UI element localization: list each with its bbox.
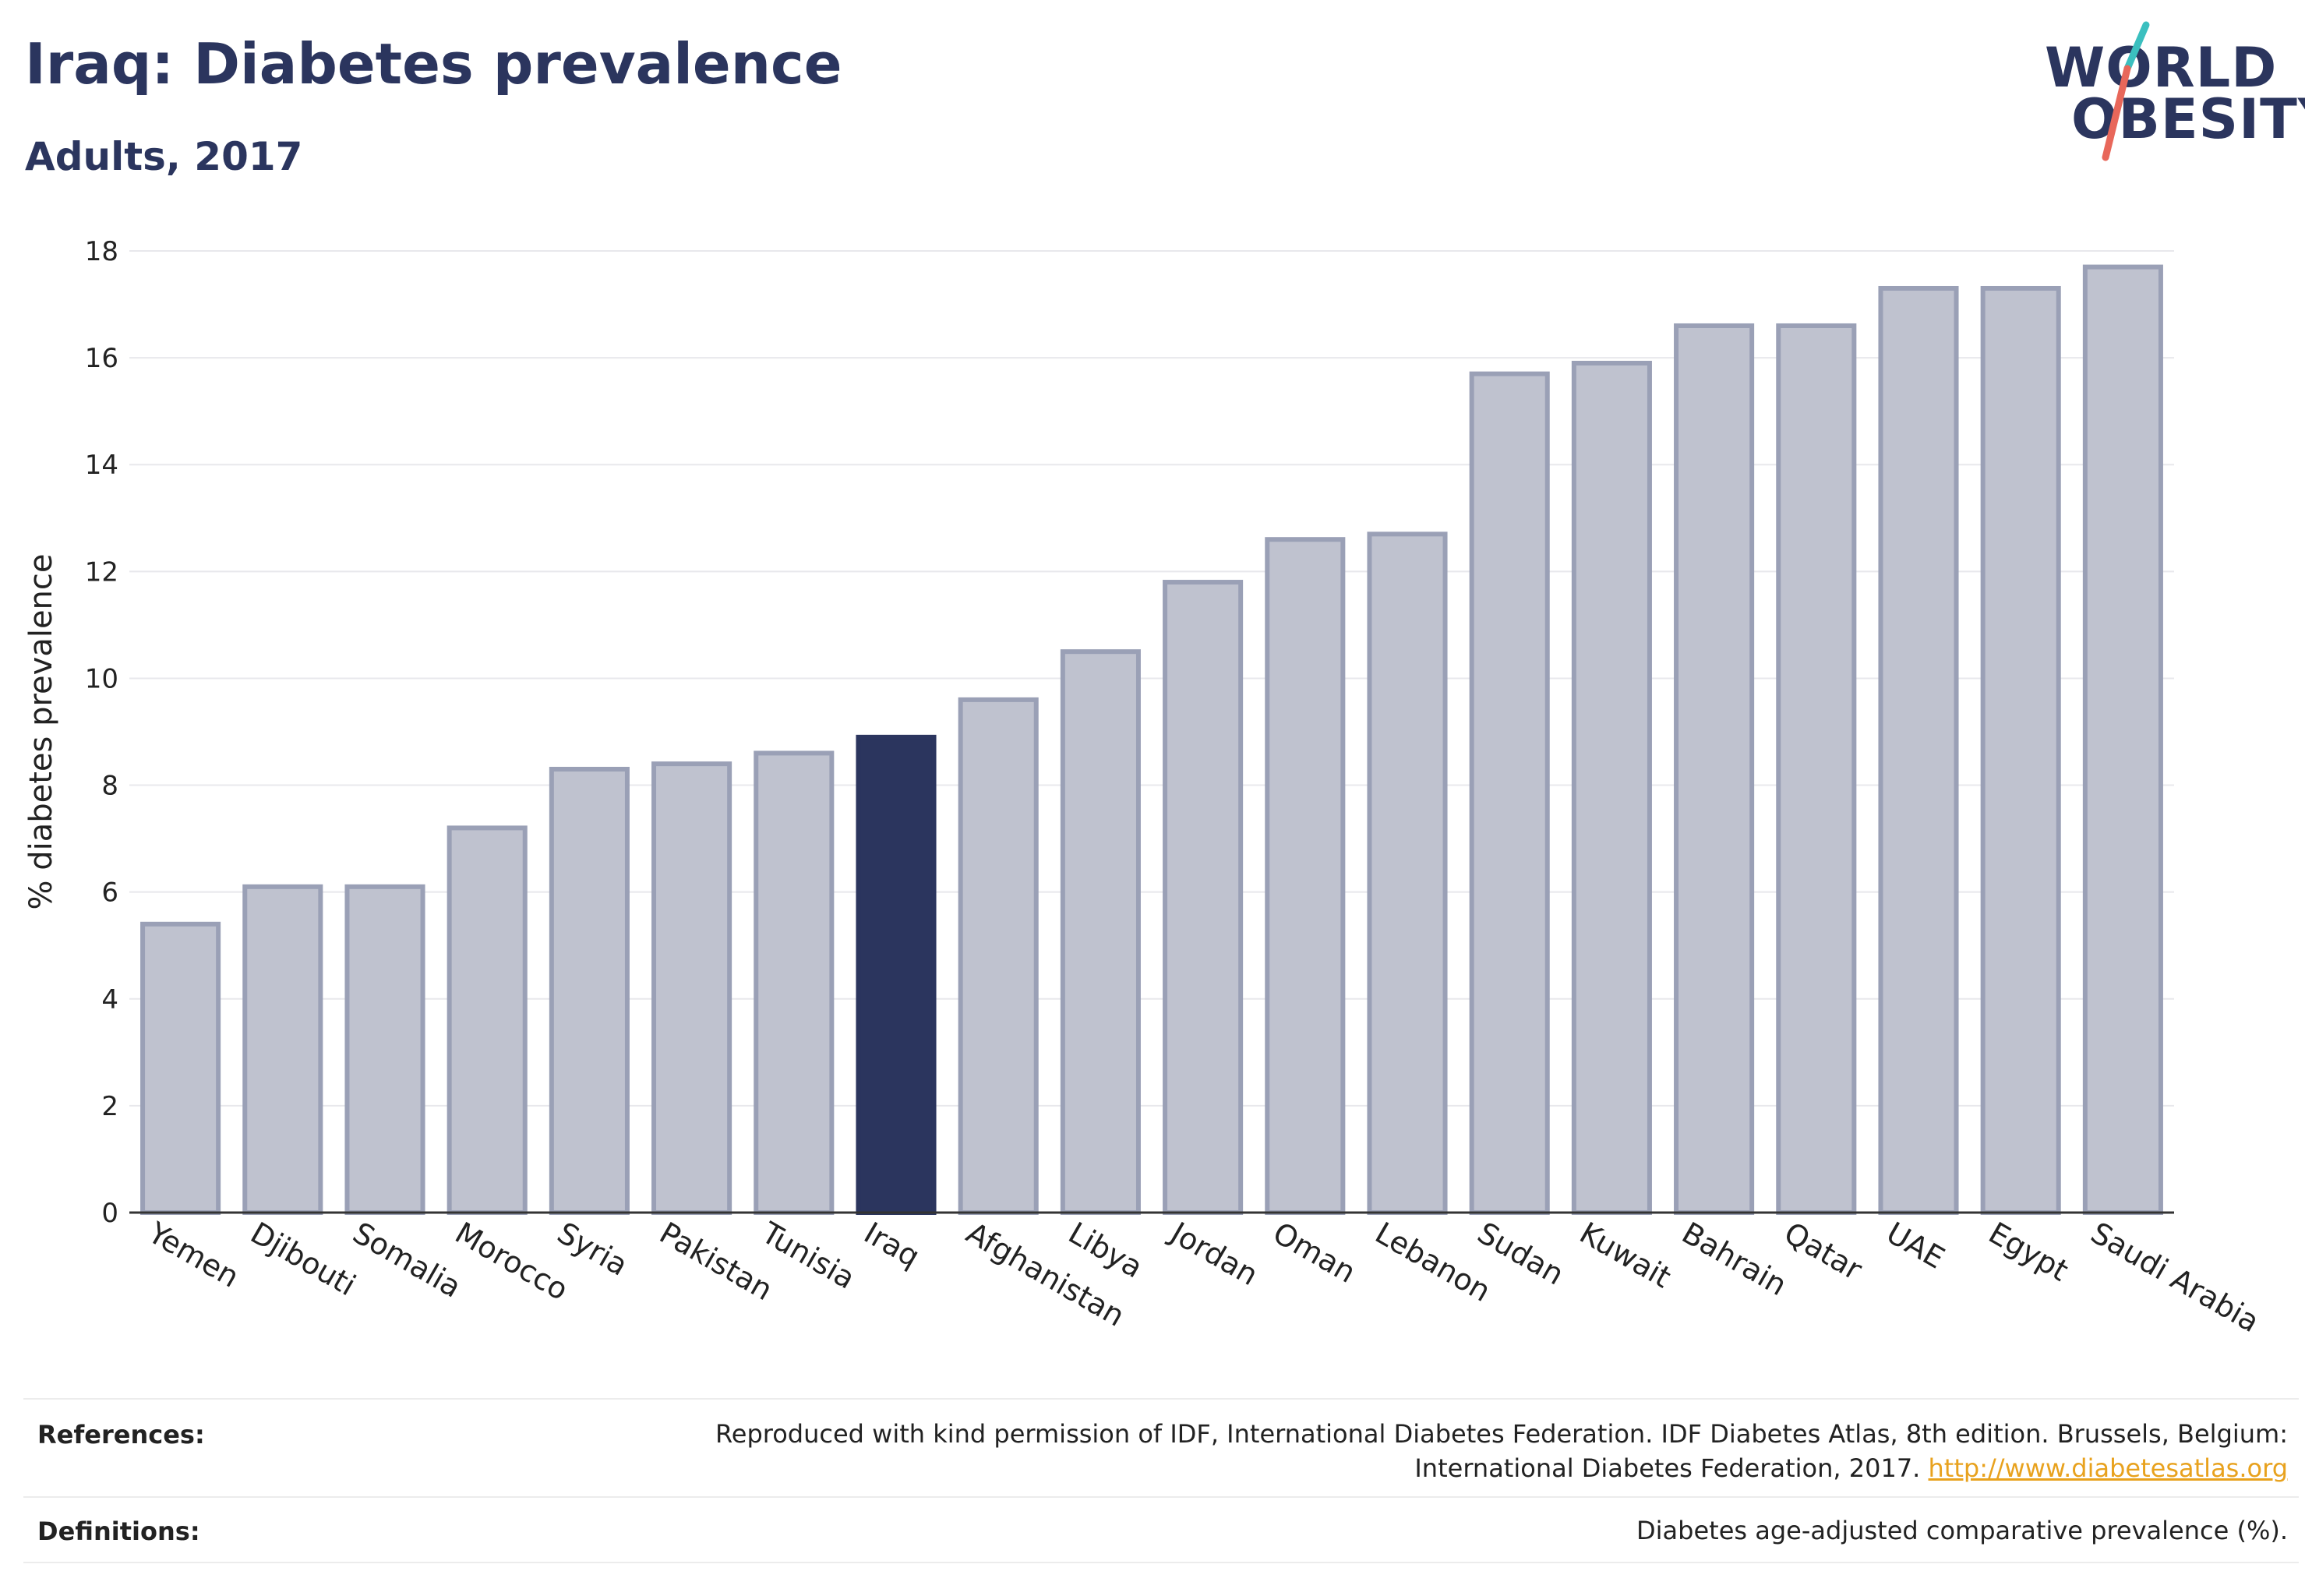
references-row: References: Reproduced with kind permiss… — [23, 1400, 2299, 1496]
bar-syria — [549, 766, 630, 1215]
y-tick-label: 0 — [101, 1198, 118, 1229]
y-tick-label: 6 — [101, 877, 118, 909]
x-tick-label: Egypt — [1983, 1216, 2074, 1288]
y-tick-label: 14 — [85, 450, 118, 481]
footer-divider-top — [23, 1398, 2299, 1400]
x-tick-label: Kuwait — [1574, 1216, 1677, 1295]
x-tick-label: Lebanon — [1370, 1216, 1497, 1308]
footer-divider-middle — [23, 1496, 2299, 1498]
bar-lebanon — [1367, 531, 1448, 1216]
x-tick-label: Jordan — [1163, 1215, 1263, 1293]
x-tick-label: Bahrain — [1676, 1216, 1792, 1303]
bars — [140, 264, 2163, 1216]
bar-djibouti — [242, 884, 323, 1215]
definitions-row: Definitions: Diabetes age-adjusted compa… — [23, 1498, 2299, 1560]
bar-oman — [1265, 537, 1346, 1215]
references-line-2-text: International Diabetes Federation, 2017. — [1414, 1453, 1921, 1483]
definitions-label: Definitions: — [37, 1517, 200, 1546]
bar-libya — [1060, 649, 1141, 1215]
y-axis-title: % diabetes prevalence — [23, 553, 59, 909]
bar-morocco — [447, 825, 528, 1216]
y-tick-label: 12 — [85, 556, 118, 588]
logo-line-1: WORLD — [2045, 36, 2278, 100]
bar-uae — [1878, 285, 1959, 1215]
x-tick-label: Somalia — [348, 1216, 468, 1305]
y-tick-label: 4 — [101, 984, 118, 1015]
grid-lines — [129, 250, 2174, 1107]
bar-saudi-arabia — [2082, 264, 2163, 1216]
bar-kuwait — [1571, 360, 1652, 1215]
references-line-1: Reproduced with kind permission of IDF, … — [715, 1419, 2288, 1449]
x-tick-label: Yemen — [142, 1215, 245, 1294]
y-tick-label: 16 — [85, 343, 118, 374]
bar-jordan — [1163, 580, 1244, 1215]
x-tick-label: Saudi Arabia — [2085, 1216, 2265, 1340]
x-tick-label: Oman — [1267, 1216, 1361, 1290]
bar-sudan — [1469, 371, 1550, 1216]
x-tick-label: Djibouti — [245, 1216, 362, 1303]
bar-afghanistan — [958, 697, 1039, 1215]
bar-tunisia — [754, 750, 835, 1215]
references-link[interactable]: http://www.diabetesatlas.org — [1928, 1453, 2288, 1483]
x-tick-label: Qatar — [1778, 1216, 1868, 1287]
logo-slash-icon — [2102, 21, 2150, 161]
x-tick-label: Morocco — [450, 1216, 574, 1308]
bar-pakistan — [651, 761, 732, 1215]
bar-yemen — [140, 921, 221, 1215]
footer-divider-bottom — [23, 1562, 2299, 1563]
bar-iraq — [856, 734, 937, 1215]
definitions-text: Diabetes age-adjusted comparative preval… — [1636, 1516, 2288, 1545]
y-tick-label: 2 — [101, 1091, 118, 1122]
x-tick-label: UAE — [1881, 1216, 1950, 1276]
bar-somalia — [344, 884, 425, 1215]
bar-egypt — [1980, 285, 2061, 1215]
y-tick-label: 10 — [85, 663, 118, 694]
bar-chart: 0 2 4 6 8 10 12 14 16 18 Yemen DjiboutiSomaliaMoroc… — [23, 236, 2265, 1340]
bar-bahrain — [1674, 323, 1755, 1215]
bar-qatar — [1776, 323, 1857, 1215]
y-tick-label: 18 — [85, 236, 118, 267]
page-title: Iraq: Diabetes prevalence — [25, 31, 842, 97]
x-tick-label: Pakistan — [654, 1216, 778, 1308]
y-tick-label: 8 — [101, 771, 118, 802]
page-subtitle: Adults, 2017 — [25, 134, 303, 179]
references-line-2: International Diabetes Federation, 2017.… — [715, 1451, 2288, 1485]
references-text: Reproduced with kind permission of IDF, … — [715, 1417, 2288, 1485]
x-tick-label: Iraq — [859, 1216, 926, 1274]
references-label: References: — [37, 1420, 205, 1449]
world-obesity-logo: WORLD OBESITY — [2042, 20, 2305, 168]
